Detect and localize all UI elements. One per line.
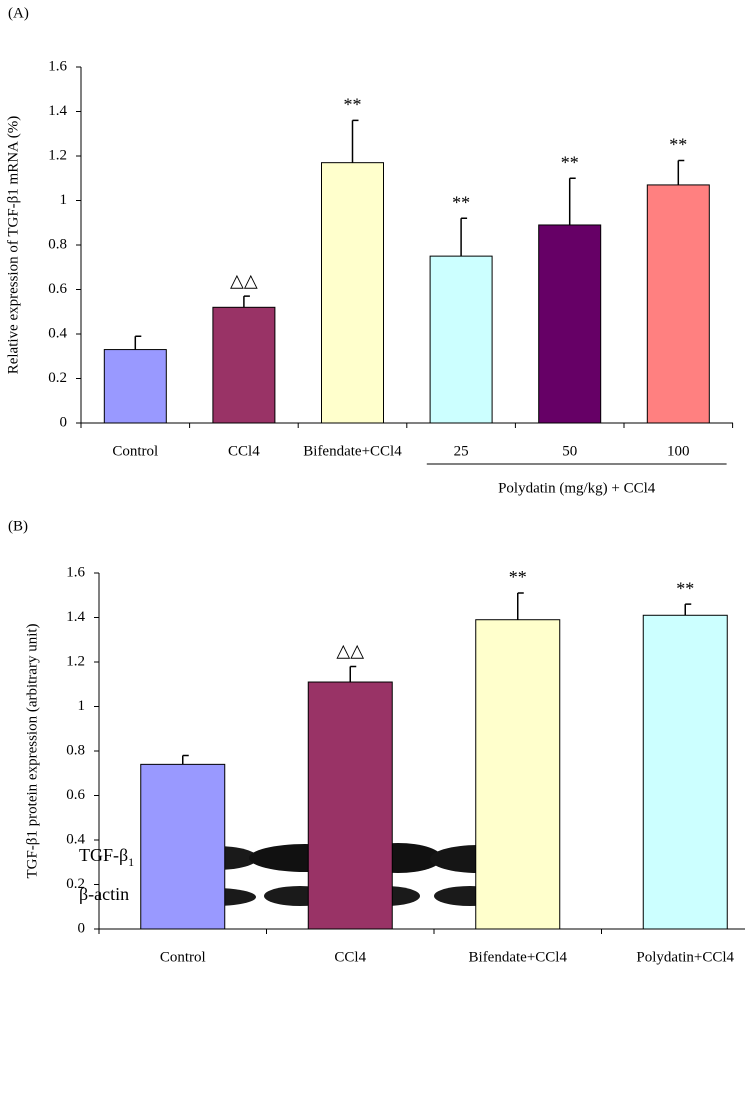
bar: [642, 614, 728, 930]
blot-label-text: TGF-β: [79, 845, 128, 865]
panel-label: (B): [8, 518, 28, 534]
y-tick-label: 0.8: [48, 236, 67, 252]
y-tick-label: 1.2: [48, 147, 67, 163]
error-bar: [517, 592, 524, 620]
y-tick-label: 0: [60, 414, 68, 430]
bar: [321, 162, 384, 424]
error-bar: [182, 754, 189, 765]
significance-label: **: [344, 95, 362, 115]
y-tick-label: 0: [78, 920, 86, 936]
y-tick-label: 1: [78, 698, 86, 714]
bar: [103, 349, 167, 424]
x-tick-label: CCl4: [334, 949, 366, 965]
y-tick-label: 1.4: [66, 609, 85, 625]
panel-label: (A): [8, 5, 29, 21]
y-tick-label: 1.6: [66, 564, 85, 580]
x-tick-label: 50: [562, 443, 577, 459]
error-bar: [684, 603, 692, 616]
x-tick-label: CCl4: [228, 443, 260, 459]
y-axis-label: TGF-β1 protein expression (arbitrary uni…: [24, 623, 40, 878]
bar: [538, 224, 602, 424]
blot-label: β-actin: [79, 884, 129, 904]
error-bar: [349, 665, 357, 683]
x-tick-label: Bifendate+CCl4: [303, 443, 402, 459]
bar: [475, 619, 561, 930]
y-tick-label: 1.6: [48, 58, 67, 74]
y-axis-label: Relative expression of TGF-β1 mRNA (%): [5, 116, 21, 375]
error-bar: [677, 159, 685, 185]
y-tick-label: 1.2: [66, 653, 85, 669]
group-label: Polydatin (mg/kg) + CCl4: [498, 480, 656, 496]
significance-label: **: [669, 135, 687, 155]
significance-label: **: [676, 578, 694, 598]
x-tick-label: 100: [667, 443, 690, 459]
y-tick-label: 0.6: [48, 281, 67, 297]
x-tick-label: 25: [454, 443, 469, 459]
significance-label: **: [561, 152, 579, 172]
x-tick-label: Bifendate+CCl4: [469, 949, 568, 965]
bar: [307, 681, 393, 930]
error-bar: [243, 295, 250, 308]
error-bar: [568, 177, 576, 225]
error-bar: [134, 335, 142, 350]
y-tick-label: 1: [60, 192, 68, 208]
y-tick-label: 1.4: [48, 103, 67, 119]
bar: [429, 255, 493, 424]
x-tick-label: Polydatin+CCl4: [636, 949, 734, 965]
y-tick-label: 0.4: [48, 325, 67, 341]
significance-label: **: [509, 567, 527, 587]
bar: [646, 184, 710, 424]
significance-label: △△: [336, 641, 364, 661]
error-bar: [351, 119, 359, 163]
x-tick-label: Control: [112, 443, 158, 459]
bar: [212, 306, 276, 424]
x-tick-label: Control: [160, 949, 206, 965]
significance-label: **: [452, 192, 470, 212]
y-tick-label: 0.6: [66, 787, 85, 803]
significance-label: △△: [230, 270, 258, 290]
error-bar: [460, 217, 468, 257]
blot-label-subscript: 1: [128, 855, 134, 869]
y-tick-label: 0.4: [66, 831, 85, 847]
y-tick-label: 0.8: [66, 742, 85, 758]
bar: [140, 763, 226, 930]
blot-label: TGF-β1: [79, 845, 134, 869]
y-tick-label: 0.2: [48, 370, 67, 386]
y-tick-label: 0.2: [66, 876, 85, 892]
